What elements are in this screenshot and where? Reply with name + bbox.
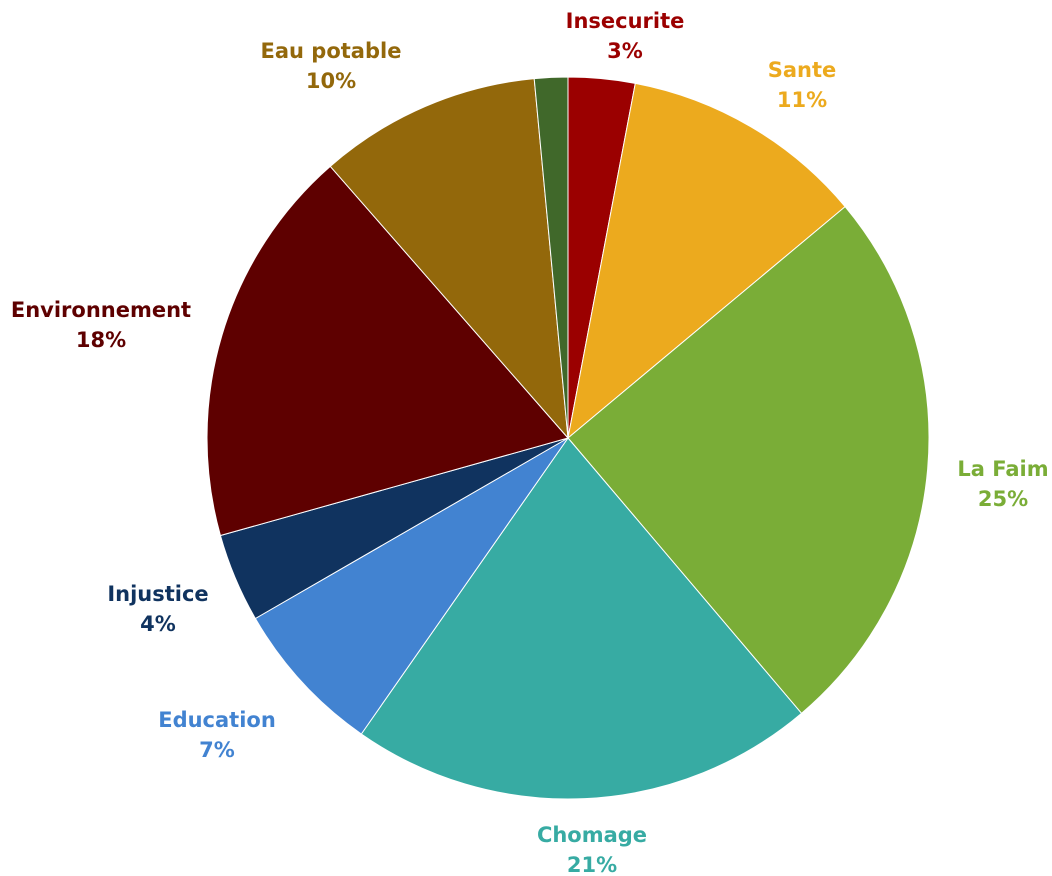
slice-value-label: 4% [140, 612, 176, 636]
slice-value-label: 11% [777, 88, 827, 112]
slice-value-label: 21% [567, 853, 617, 876]
slice-value-label: 7% [199, 738, 235, 762]
pie-slice-eau-potable [329, 78, 569, 440]
pie-slice-education [254, 437, 569, 735]
pie-slice-environnement [206, 165, 569, 537]
slice-label: Environnement [11, 298, 191, 322]
slice-label: Eau potable [261, 39, 402, 63]
slice-label: La Faim [957, 457, 1048, 481]
slice-label: Education [158, 708, 276, 732]
slice-value-label: 10% [306, 69, 356, 93]
slice-label: Injustice [107, 582, 208, 606]
slice-value-label: 3% [607, 39, 643, 63]
slice-label: Sante [768, 58, 837, 82]
slice-label: Chomage [537, 823, 647, 847]
pie-labels: Insecurite 3% Sante 11% La Faim 25% Chomage 21%… [11, 9, 1049, 876]
pie-slices [206, 76, 930, 800]
slice-label: Insecurite [566, 9, 685, 33]
pie-slice-sante [567, 82, 846, 440]
pie-slice-unlabeled [533, 76, 569, 439]
pie-slice-la-faim [567, 205, 930, 715]
slice-value-label: 25% [978, 487, 1028, 511]
pie-slice-chomage [360, 437, 803, 800]
slice-value-label: 18% [76, 328, 126, 352]
